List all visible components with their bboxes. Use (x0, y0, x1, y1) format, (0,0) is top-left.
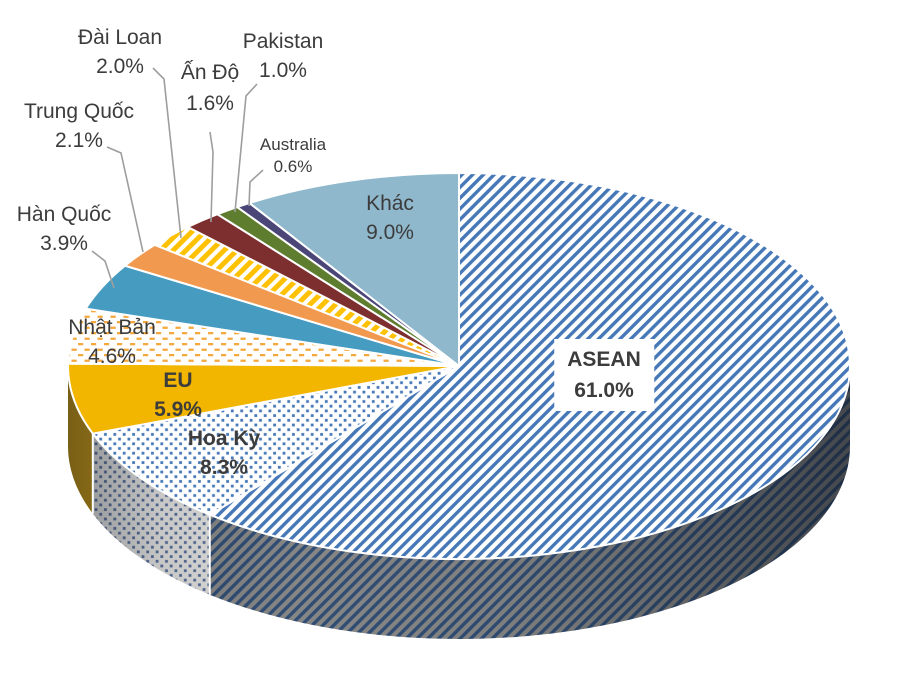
leader-line-trung-quoc (106, 146, 144, 253)
leader-line-pakistan (234, 83, 258, 213)
leader-line-australia (248, 169, 264, 207)
leader-line-han-quoc (91, 250, 115, 289)
pie-slice-eu (67, 362, 460, 435)
pie-slice-khac (248, 172, 460, 367)
leader-line-dai-loan (152, 67, 182, 239)
pie-wall-shading (68, 366, 850, 639)
leader-line-an-do (209, 131, 214, 223)
pie-slice-hoa-ky (91, 365, 460, 516)
pie-slice-asean (208, 172, 851, 560)
